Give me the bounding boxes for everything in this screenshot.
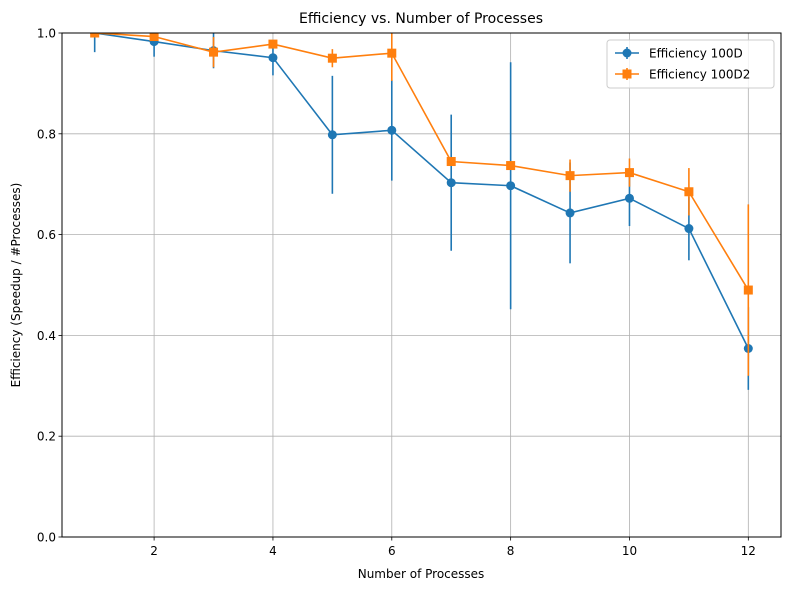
x-tick-label: 6 bbox=[388, 544, 396, 558]
series-2 bbox=[90, 33, 753, 376]
y-tick-label: 0.2 bbox=[37, 430, 56, 444]
y-tick-label: 0.8 bbox=[37, 127, 56, 141]
y-axis-label: Efficiency (Speedup / #Processes) bbox=[9, 183, 23, 388]
data-point bbox=[684, 224, 694, 234]
data-point bbox=[327, 53, 337, 63]
plot-frame bbox=[61, 32, 782, 538]
x-tick-label: 8 bbox=[507, 544, 515, 558]
y-tick-label: 0.4 bbox=[37, 329, 56, 343]
legend-marker bbox=[622, 48, 632, 58]
data-point bbox=[268, 39, 278, 49]
y-tick-label: 0.0 bbox=[37, 531, 56, 545]
data-point bbox=[387, 48, 397, 58]
data-point bbox=[446, 178, 456, 188]
data-point bbox=[506, 161, 516, 171]
legend-label: Efficiency 100D2 bbox=[649, 68, 750, 82]
x-tick-label: 12 bbox=[741, 544, 756, 558]
x-axis-label: Number of Processes bbox=[358, 567, 485, 581]
data-point bbox=[565, 171, 575, 181]
chart-title: Efficiency vs. Number of Processes bbox=[299, 11, 543, 27]
data-point bbox=[387, 125, 397, 135]
y-tick-label: 1.0 bbox=[37, 27, 56, 41]
data-point bbox=[743, 285, 753, 295]
axis-ticks: 2 4 6 8 10 12 0.0 0.2 0.4 0.6 0.8 1.0 bbox=[37, 27, 756, 559]
x-tick-label: 10 bbox=[622, 544, 637, 558]
legend-box bbox=[606, 39, 775, 89]
legend-marker bbox=[622, 69, 632, 79]
data-point bbox=[209, 47, 219, 57]
legend: Efficiency 100D Efficiency 100D2 bbox=[606, 39, 775, 89]
data-point bbox=[327, 130, 337, 140]
data-point bbox=[268, 53, 278, 63]
x-tick-label: 2 bbox=[150, 544, 158, 558]
legend-label: Efficiency 100D bbox=[649, 47, 743, 61]
x-tick-label: 4 bbox=[269, 544, 277, 558]
data-point bbox=[90, 33, 100, 38]
data-point bbox=[149, 33, 159, 42]
data-point bbox=[565, 208, 575, 218]
data-point bbox=[506, 181, 516, 191]
data-point bbox=[684, 187, 694, 197]
data-point bbox=[624, 168, 634, 178]
data-point bbox=[446, 157, 456, 167]
plot-series bbox=[90, 33, 753, 390]
y-tick-label: 0.6 bbox=[37, 228, 56, 242]
series-line bbox=[94, 33, 750, 291]
data-point bbox=[624, 193, 634, 203]
